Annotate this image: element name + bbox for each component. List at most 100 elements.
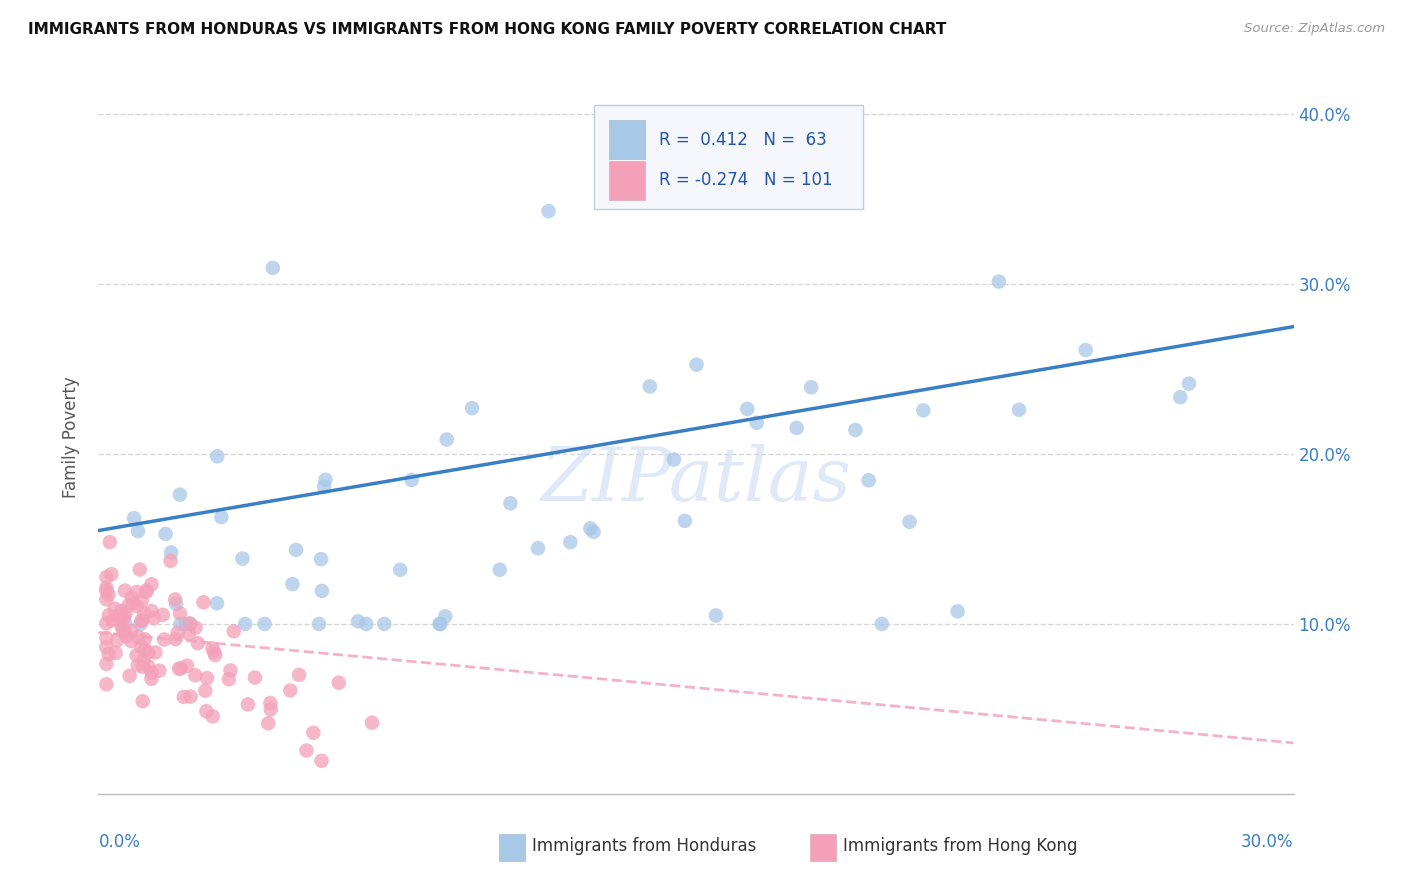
Point xyxy=(98,608,121,623)
Point xyxy=(145,645,167,659)
Point xyxy=(201,709,224,723)
Text: 0.0%: 0.0% xyxy=(98,833,141,851)
Point xyxy=(219,664,242,678)
Point xyxy=(202,645,225,659)
Point xyxy=(401,473,423,487)
Point xyxy=(560,535,582,549)
Point xyxy=(434,609,457,624)
Point xyxy=(260,702,283,716)
Point xyxy=(201,641,224,656)
Point xyxy=(131,594,153,608)
Point xyxy=(285,542,308,557)
Point xyxy=(96,616,118,631)
Point xyxy=(114,625,136,640)
Point xyxy=(253,617,276,632)
Point xyxy=(96,657,118,671)
Point xyxy=(118,669,141,683)
Point xyxy=(125,585,148,599)
Point xyxy=(184,668,207,682)
Point xyxy=(800,380,823,394)
Point xyxy=(121,591,143,605)
Point xyxy=(898,515,921,529)
Point xyxy=(131,694,153,708)
Point xyxy=(153,632,176,647)
Point xyxy=(152,607,174,622)
Point xyxy=(184,621,207,635)
Point xyxy=(308,617,330,632)
Point xyxy=(177,627,200,641)
Point xyxy=(354,617,377,632)
Text: Source: ZipAtlas.com: Source: ZipAtlas.com xyxy=(1244,22,1385,36)
Point xyxy=(946,604,969,618)
Point xyxy=(361,715,384,730)
Point xyxy=(295,743,318,757)
Point xyxy=(141,577,163,591)
Point xyxy=(858,473,880,487)
Point xyxy=(96,631,118,645)
Point xyxy=(159,554,181,568)
Point xyxy=(117,599,139,613)
Point xyxy=(174,617,197,632)
Point xyxy=(122,511,145,525)
Point xyxy=(110,618,132,632)
Point xyxy=(461,401,484,416)
Point xyxy=(912,403,935,417)
Point xyxy=(120,634,142,648)
Point xyxy=(134,607,156,621)
Point xyxy=(132,653,155,667)
Point xyxy=(121,624,143,639)
Point xyxy=(165,597,187,611)
Point xyxy=(280,683,302,698)
Point xyxy=(129,640,152,654)
Point xyxy=(169,607,191,621)
Text: IMMIGRANTS FROM HONDURAS VS IMMIGRANTS FROM HONG KONG FAMILY POVERTY CORRELATION: IMMIGRANTS FROM HONDURAS VS IMMIGRANTS F… xyxy=(28,22,946,37)
Point xyxy=(134,642,156,657)
Bar xyxy=(810,834,835,861)
Bar xyxy=(499,834,524,861)
Point xyxy=(1074,343,1097,357)
Point xyxy=(96,640,118,654)
Point xyxy=(436,433,458,447)
Point xyxy=(328,675,350,690)
Point xyxy=(167,662,190,676)
Point xyxy=(205,596,228,610)
Point xyxy=(96,581,118,595)
Point xyxy=(176,658,198,673)
Point xyxy=(347,615,370,629)
Point xyxy=(107,609,129,624)
Point xyxy=(662,452,685,467)
Point xyxy=(231,551,253,566)
Point xyxy=(96,570,118,584)
Point xyxy=(121,596,143,610)
Point xyxy=(207,450,229,464)
Point xyxy=(218,672,240,686)
Point xyxy=(187,636,209,650)
Point xyxy=(104,601,127,615)
Point xyxy=(127,630,149,644)
Point xyxy=(735,401,758,416)
Point xyxy=(1178,376,1201,391)
Point xyxy=(141,672,163,686)
Text: Immigrants from Hong Kong: Immigrants from Hong Kong xyxy=(844,837,1077,855)
Point xyxy=(193,595,215,609)
Text: R = -0.274   N = 101: R = -0.274 N = 101 xyxy=(659,171,832,189)
Point xyxy=(141,604,163,618)
Point xyxy=(112,610,135,624)
Point xyxy=(209,510,232,524)
Point xyxy=(302,726,325,740)
Point xyxy=(97,647,120,661)
Point xyxy=(131,614,153,628)
Point xyxy=(136,659,159,673)
Point xyxy=(844,423,866,437)
Point xyxy=(169,488,191,502)
Point xyxy=(204,648,226,662)
Point xyxy=(582,524,605,539)
Point xyxy=(97,588,120,602)
Bar xyxy=(609,120,644,159)
Point xyxy=(179,617,201,632)
Point xyxy=(135,585,157,599)
Point xyxy=(180,690,202,704)
Point xyxy=(142,611,165,625)
Point xyxy=(685,358,707,372)
Point xyxy=(195,671,218,685)
